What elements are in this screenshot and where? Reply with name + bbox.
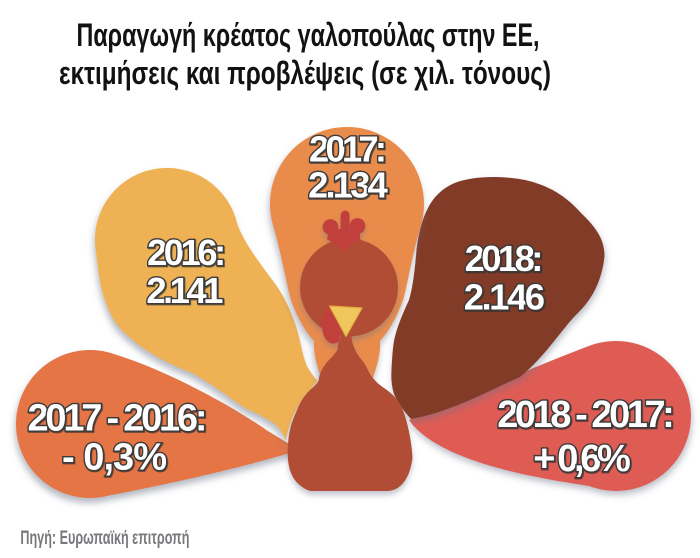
svg-text:2017:: 2017: [309, 128, 387, 169]
svg-text:2016:: 2016: [147, 232, 226, 273]
svg-text:2018:: 2018: [465, 238, 544, 279]
svg-text:2.134: 2.134 [308, 165, 388, 206]
svg-text:+ 0,6%: + 0,6% [533, 438, 631, 480]
svg-text:2018 - 2017:: 2018 - 2017: [497, 394, 675, 436]
svg-text:- 0,3%: - 0,3% [62, 437, 167, 479]
svg-text:2017 - 2016:: 2017 - 2016: [28, 398, 208, 440]
svg-text:2.146: 2.146 [464, 277, 545, 318]
svg-text:Παραγωγή κρέατος γαλοπούλας στ: Παραγωγή κρέατος γαλοπούλας στην ΕΕ, [77, 17, 540, 53]
svg-text:Πηγή: Ευρωπαϊκή επιτροπή: Πηγή: Ευρωπαϊκή επιτροπή [20, 528, 189, 549]
svg-text:2.141: 2.141 [146, 270, 223, 311]
svg-text:εκτιμήσεις και προβλέψεις (σε: εκτιμήσεις και προβλέψεις (σε χιλ. τόνου… [59, 55, 551, 91]
